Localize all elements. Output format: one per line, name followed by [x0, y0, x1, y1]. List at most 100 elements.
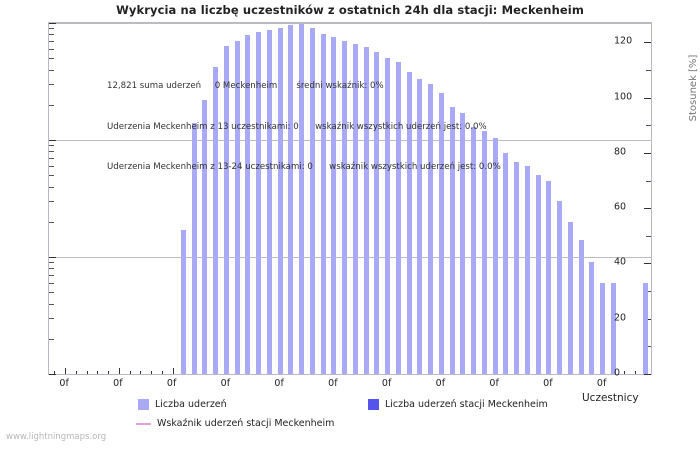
bar: [514, 161, 520, 374]
bar: [546, 180, 552, 374]
bar: [363, 47, 369, 374]
x-tick-label: 0f: [435, 378, 446, 389]
y-tick-minor-left: [49, 84, 54, 86]
x-tick-minor: [129, 371, 131, 374]
bar: [481, 130, 487, 374]
y-tick-minor-right: [646, 235, 651, 237]
x-axis-label: Uczestnicy: [582, 392, 639, 404]
y-tick-right: [644, 97, 651, 99]
x-tick-label: 0f: [543, 378, 553, 389]
legend-label-2: Wskaźnik uderzeń stacji Meckenheim: [157, 418, 335, 429]
x-tick-minor: [624, 371, 626, 374]
legend-line-marker-rate: [136, 422, 151, 425]
bar: [385, 58, 391, 374]
y-tick-minor-right: [646, 291, 651, 293]
legend-item-0[interactable]: Liczba uderzeń: [138, 399, 227, 410]
bar: [234, 41, 240, 374]
y-tick-minor-left: [49, 69, 54, 71]
y-tick-minor-right: [646, 346, 651, 348]
legend-label-1: Liczba uderzeń stacji Meckenheim: [385, 399, 548, 410]
bar: [299, 24, 305, 374]
y-tick-label-right: 0: [614, 367, 621, 379]
bar: [245, 34, 251, 374]
legend-item-2[interactable]: Wskaźnik uderzeń stacji Meckenheim: [136, 418, 334, 429]
y-tick-left: [49, 374, 56, 375]
watermark: www.lightningmaps.org: [6, 432, 107, 442]
y-tick-minor-left: [49, 318, 54, 320]
bar: [428, 84, 434, 374]
x-tick-major: [172, 368, 174, 374]
x-tick-label: 0f: [220, 378, 231, 389]
y-tick-label-right: 20: [614, 312, 627, 324]
bar: [524, 165, 530, 374]
y-tick-minor-left: [49, 48, 54, 50]
y-tick-minor-left: [49, 145, 54, 147]
legend-label-0: Liczba uderzeń: [155, 399, 227, 410]
chart-title: Wykrycia na liczbę uczestników z ostatni…: [116, 3, 584, 17]
legend-item-1[interactable]: Liczba uderzeń stacji Meckenheim: [368, 399, 548, 410]
bar: [213, 67, 219, 374]
x-tick-label: 0f: [328, 378, 338, 389]
y-tick-minor-left: [49, 275, 54, 277]
y-tick-minor-left: [49, 151, 54, 153]
y-tick-minor-left: [49, 28, 54, 30]
bar: [223, 46, 229, 374]
y-tick-minor-left: [49, 34, 54, 36]
x-tick-minor: [54, 371, 56, 374]
y-tick-minor-right: [646, 69, 651, 71]
gridline: [49, 140, 651, 141]
y-tick-minor-right: [646, 180, 651, 182]
x-tick-label: 0f: [596, 378, 607, 389]
y-tick-label-right: 40: [614, 256, 627, 268]
y-tick-minor-left: [49, 186, 54, 188]
x-tick-label: 0f: [274, 378, 284, 389]
bar: [202, 99, 208, 374]
x-tick-label: 0f: [113, 378, 123, 389]
x-tick-major: [65, 368, 67, 374]
bar: [352, 44, 358, 374]
y-tick-minor-left: [49, 303, 54, 305]
bar: [449, 107, 455, 374]
y-tick-minor-left: [49, 175, 54, 177]
y-tick-left: [49, 23, 56, 24]
y-tick-label-right: 80: [614, 146, 627, 158]
y-axis-label-right: Stosunek [%]: [688, 54, 699, 122]
y-tick-minor-left: [49, 282, 54, 284]
bar: [191, 122, 197, 374]
x-tick-minor: [140, 371, 142, 374]
y-tick-minor-left: [49, 338, 54, 340]
bar: [395, 62, 401, 374]
y-tick-right: [644, 208, 651, 210]
legend-swatch-station-counts: [368, 399, 379, 410]
y-tick-minor-left: [49, 221, 54, 223]
y-tick-minor-left: [49, 104, 54, 106]
bar: [342, 41, 348, 374]
y-tick-minor-left: [49, 158, 54, 160]
bar: [535, 175, 541, 374]
bar: [417, 79, 423, 374]
y-tick-label-right: 100: [614, 91, 633, 103]
bar: [578, 239, 584, 374]
y-tick-minor-left: [49, 201, 54, 203]
x-tick-minor: [151, 371, 153, 374]
legend-swatch-counts: [138, 399, 149, 410]
gridline: [49, 257, 651, 258]
bar: [256, 32, 262, 374]
y-tick-minor-left: [49, 41, 54, 43]
x-tick-label: 0f: [489, 378, 499, 389]
bar: [503, 152, 509, 374]
y-tick-minor-left: [49, 165, 54, 167]
y-tick-left: [49, 257, 56, 258]
y-tick-label-right: 120: [614, 35, 633, 47]
bar: [610, 282, 616, 374]
x-tick-minor: [86, 371, 88, 374]
bar: [374, 52, 380, 374]
bar: [288, 25, 294, 374]
y-tick-label-right: 60: [614, 201, 627, 213]
y-tick-right: [644, 374, 651, 375]
gridline: [49, 23, 651, 24]
bar: [331, 36, 337, 374]
bar: [643, 282, 649, 374]
bar: [406, 72, 412, 374]
